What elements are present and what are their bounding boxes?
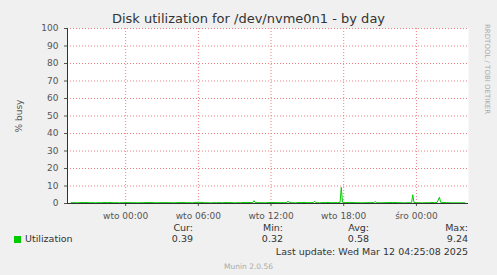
html-text:Min:: Min: [262, 222, 283, 233]
html-text:9.24: 9.24 [446, 233, 468, 244]
html-text:Avg:: Avg: [348, 222, 369, 233]
svg-text:0: 0 [53, 198, 59, 208]
html-text:0.39: 0.39 [171, 233, 193, 244]
html-text:Max:: Max: [445, 222, 468, 233]
html-text:RRDTOOL / TOBI OETIKER: RRDTOOL / TOBI OETIKER [483, 24, 491, 115]
svg-text:30: 30 [47, 146, 59, 156]
svg-text:wto 06:00: wto 06:00 [176, 211, 221, 221]
html-text:0.58: 0.58 [347, 233, 369, 244]
svg-text:wto 00:00: wto 00:00 [103, 211, 148, 221]
html-text:Cur:: Cur: [173, 222, 193, 233]
html-text:Utilization: Utilization [25, 233, 73, 244]
svg-text:50: 50 [47, 111, 59, 121]
svg-text:70: 70 [47, 76, 59, 86]
html-text:0.32: 0.32 [261, 233, 283, 244]
svg-text:% busy: % busy [14, 99, 24, 133]
svg-text:90: 90 [47, 41, 59, 51]
svg-text:80: 80 [47, 58, 59, 68]
svg-text:60: 60 [47, 93, 59, 103]
svg-text:śro 00:00: śro 00:00 [395, 211, 438, 221]
svg-text:wto 18:00: wto 18:00 [321, 211, 366, 221]
svg-text:10: 10 [47, 181, 59, 191]
html-text:Disk utilization for /dev/nvme: Disk utilization for /dev/nvme0n1 - by d… [112, 11, 385, 26]
html-text:Munin 2.0.56: Munin 2.0.56 [224, 262, 273, 271]
svg-text:wto 12:00: wto 12:00 [248, 211, 293, 221]
svg-text:20: 20 [47, 163, 59, 173]
svg-text:40: 40 [47, 128, 59, 138]
html-text:Last update: Wed Mar 12 04:25:: Last update: Wed Mar 12 04:25:08 2025 [275, 246, 468, 257]
svg-text:100: 100 [41, 23, 58, 33]
